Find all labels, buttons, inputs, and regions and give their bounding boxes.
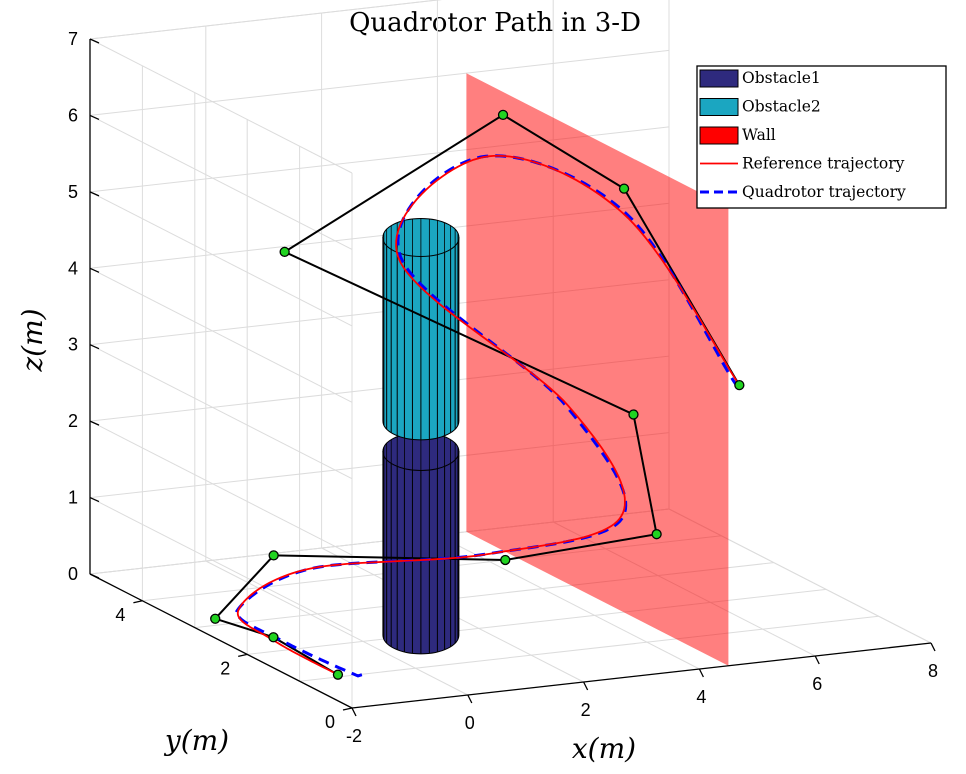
y-axis-line: [89, 573, 353, 709]
z-tick-label: 3: [68, 335, 78, 355]
floor-grid-line: [437, 534, 700, 670]
side-grid-line: [89, 344, 353, 480]
x-tick-label: 0: [465, 713, 475, 733]
waypoint-marker: [332, 669, 344, 680]
z-tick-label: 7: [68, 29, 78, 49]
z-tick-mark: [89, 496, 100, 503]
waypoint-marker: [210, 613, 221, 624]
side-grid-line: [89, 191, 353, 327]
side-grid-line: [89, 497, 353, 633]
waypoint-marker: [268, 550, 279, 561]
z-tick-label: 1: [68, 488, 78, 508]
x-tick-label: 8: [928, 661, 938, 681]
legend-label-5: Quadrotor trajectory: [742, 183, 906, 201]
x-tick-mark: [583, 681, 589, 691]
z-tick-label: 0: [68, 564, 78, 584]
waypoint-marker: [500, 554, 511, 566]
floor-grid-line: [299, 615, 879, 682]
trajectory-layer: [210, 109, 745, 680]
wall-layer: [466, 73, 729, 666]
axis-layer: -2 0 2 4 6 8 0 2 4 0 1 2 3 4 5 6 7: [68, 29, 938, 746]
z-axis-label: z(m): [16, 308, 49, 372]
y-tick-mark: [342, 707, 353, 711]
waypoint-marker: [628, 409, 639, 420]
back-grid-line: [89, 49, 670, 116]
y-tick-mark: [238, 653, 248, 658]
side-grid-line: [89, 420, 353, 556]
z-tick-mark: [89, 191, 100, 197]
y-tick-label: 2: [220, 658, 230, 678]
waypoint-marker: [268, 632, 279, 643]
x-tick-label: 6: [812, 674, 822, 694]
x-axis-line: [351, 642, 932, 709]
floor-grid-line: [247, 588, 827, 655]
z-tick-label: 2: [68, 411, 78, 431]
x-tick-label: -2: [346, 726, 362, 746]
y-tick-label: 4: [115, 605, 125, 625]
waypoint-marker: [279, 246, 290, 258]
x-tick-mark: [930, 642, 936, 652]
legend-swatch-3: [699, 126, 739, 145]
z-tick-label: 6: [68, 105, 78, 125]
x-tick-mark: [698, 668, 704, 678]
legend-swatch-2: [699, 98, 739, 116]
side-grid-line: [89, 267, 353, 403]
x-tick-mark: [467, 694, 473, 704]
waypoint-marker: [651, 529, 662, 540]
wall-plane: [466, 73, 729, 666]
y-tick-mark: [133, 600, 143, 604]
legend-label-1: Obstacle1: [742, 69, 821, 87]
x-tick-mark: [814, 655, 820, 665]
waypoint-marker: [497, 109, 509, 121]
x-tick-mark: [351, 707, 357, 717]
z-tick-mark: [89, 267, 100, 273]
x-tick-label: 4: [696, 687, 706, 707]
obstacle-layer: [382, 217, 460, 655]
y-tick-label: 0: [325, 712, 335, 732]
legend: Obstacle1 Obstacle2 Wall Reference trajecto…: [696, 65, 947, 209]
box-edge: [89, 0, 442, 40]
waypoint-marker: [618, 183, 630, 194]
waypoint-marker: [734, 379, 745, 391]
reference-trajectory: [236, 154, 741, 676]
side-grid-line: [89, 38, 353, 174]
legend-label-4: Reference trajectory: [742, 155, 905, 173]
z-tick-label: 4: [68, 258, 78, 278]
legend-label-2: Obstacle2: [742, 98, 821, 116]
y-axis-label: y(m): [163, 724, 229, 757]
z-tick-label: 5: [68, 182, 78, 202]
floor-grid-line: [205, 560, 469, 696]
z-tick-mark: [89, 38, 100, 44]
quadrotor-trajectory: [234, 154, 738, 678]
x-tick-label: 2: [581, 700, 591, 720]
z-tick-mark: [89, 344, 100, 350]
x-axis-label: x(m): [572, 732, 636, 765]
legend-swatch-1: [699, 69, 739, 88]
chart-title: Quadrotor Path in 3-D: [349, 8, 641, 38]
z-tick-mark: [89, 420, 100, 426]
legend-label-3: Wall: [742, 126, 776, 144]
z-tick-mark: [89, 573, 100, 579]
side-grid-line: [89, 114, 353, 250]
z-tick-mark: [89, 114, 100, 121]
